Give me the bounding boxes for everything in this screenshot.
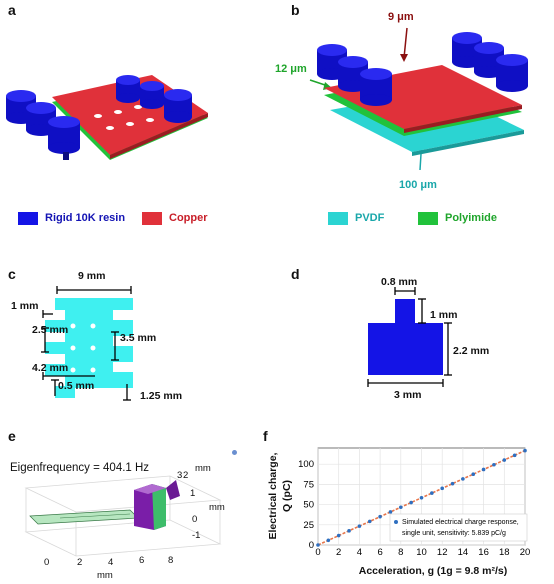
legend-label-polyimide: Polyimide [445,212,497,224]
legend-line-2: single unit, sensitivity: 5.839 pC/g [402,530,506,537]
dim-c-1mm: 1 mm [11,300,39,312]
data-point [409,500,413,505]
data-point [502,458,507,462]
dim-c-4.2mm: 4.2 mm [32,362,69,374]
panel-f-letter: f [263,428,268,444]
data-point [347,529,351,533]
x-tick-label: 18 [499,547,510,558]
data-point [326,538,331,543]
e-zunit-top: mm [195,463,211,474]
data-point [512,453,517,458]
e-xtick-8: 8 [168,555,174,566]
y-tick-label: 100 [298,459,314,470]
panel-b-exploded-layers [309,27,528,171]
panel-d-letter: d [291,266,300,282]
x-tick-label: 6 [377,547,382,558]
data-point [388,510,393,514]
dim-d-3mm: 3 mm [394,389,422,401]
data-point [492,462,496,467]
f-xlabel: Acceleration, g (1g = 9.8 m²/s) [358,565,508,577]
data-point [440,486,444,491]
panel-a-letter: a [8,2,16,18]
x-tick-label: 14 [458,547,469,558]
dim-c-9mm: 9 mm [78,270,106,282]
dim-d-1mm: 1 mm [430,309,458,321]
data-point [471,472,476,477]
x-tick-label: 16 [478,547,489,558]
data-point [419,496,424,500]
data-point [399,505,403,510]
legend-label-copper: Copper [169,212,208,224]
y-tick-label: 75 [303,479,314,490]
e-xunit: mm [97,570,113,581]
legend-label-resin: Rigid 10K resin [45,212,126,224]
data-point [357,524,362,528]
panel-c-letter: c [8,266,16,282]
legend-swatch-pvdf [328,212,348,225]
x-tick-label: 8 [398,547,403,558]
panel-c-plate-drawing [41,286,133,401]
label-9um: 9 μm [388,11,414,23]
e-xtick-2: 2 [77,557,83,568]
y-tick-label: 50 [303,500,314,511]
dim-c-2.5mm: 2.5 mm [32,324,69,336]
panel-f-chart: 0 2 4 6 8 10 12 14 16 18 20 0 25 50 75 100 Simulated el… [298,447,531,558]
panel-b-letter: b [291,2,300,18]
legend-swatch-copper [142,212,162,225]
x-tick-label: 12 [437,547,448,558]
e-ztick-1: 1 [190,488,196,499]
data-point [367,519,372,524]
data-point [430,491,434,495]
legend-swatch-resin [18,212,38,225]
e-xtick-0: 0 [44,557,50,568]
data-point [336,533,341,538]
x-tick-label: 10 [416,547,427,558]
data-point [481,467,486,472]
legend-line-1: Simulated electrical charge response, [402,519,519,526]
label-12um: 12 μm [275,63,307,75]
e-ztick-2: 2 [183,470,189,481]
y-tick-label: 25 [303,520,314,531]
dim-d-2.2mm: 2.2 mm [453,345,490,357]
y-tick-label: 0 [309,540,314,551]
x-tick-label: 20 [520,547,531,558]
dim-c-1.25mm: 1.25 mm [140,390,183,402]
f-ylabel-line1: Electrical charge, [267,452,279,540]
data-point [523,448,527,453]
eigenfrequency-label: Eigenfrequency = 404.1 Hz [10,462,150,474]
e-stray-dot [232,450,237,455]
legend-swatch-polyimide [418,212,438,225]
data-point [316,543,320,547]
data-point [450,481,455,486]
panel-a-3d-device [6,75,208,160]
label-100um: 100 μm [399,179,437,191]
x-tick-label: 4 [357,547,362,558]
x-tick-label: 2 [336,547,341,558]
e-xtick-6: 6 [139,555,145,566]
e-ztick-0: 0 [192,514,198,525]
x-tick-label: 0 [315,547,320,558]
panel-e-letter: e [8,428,16,444]
e-zunit-side: mm [209,502,225,513]
data-point [461,477,465,481]
dim-c-0.5mm: 0.5 mm [58,380,95,392]
chart-legend: Simulated electrical charge response, si… [389,513,528,542]
e-ztick-3: 3 [177,470,183,481]
dim-c-3.5mm: 3.5 mm [120,332,157,344]
e-ztick-neg1: -1 [192,530,201,541]
e-xtick-4: 4 [108,557,114,568]
dim-d-0.8mm: 0.8 mm [381,276,418,288]
data-point [378,514,382,519]
legend-label-pvdf: PVDF [355,212,385,224]
panel-e-mode-shape [24,475,222,557]
panel-d-mass-drawing [367,287,452,387]
